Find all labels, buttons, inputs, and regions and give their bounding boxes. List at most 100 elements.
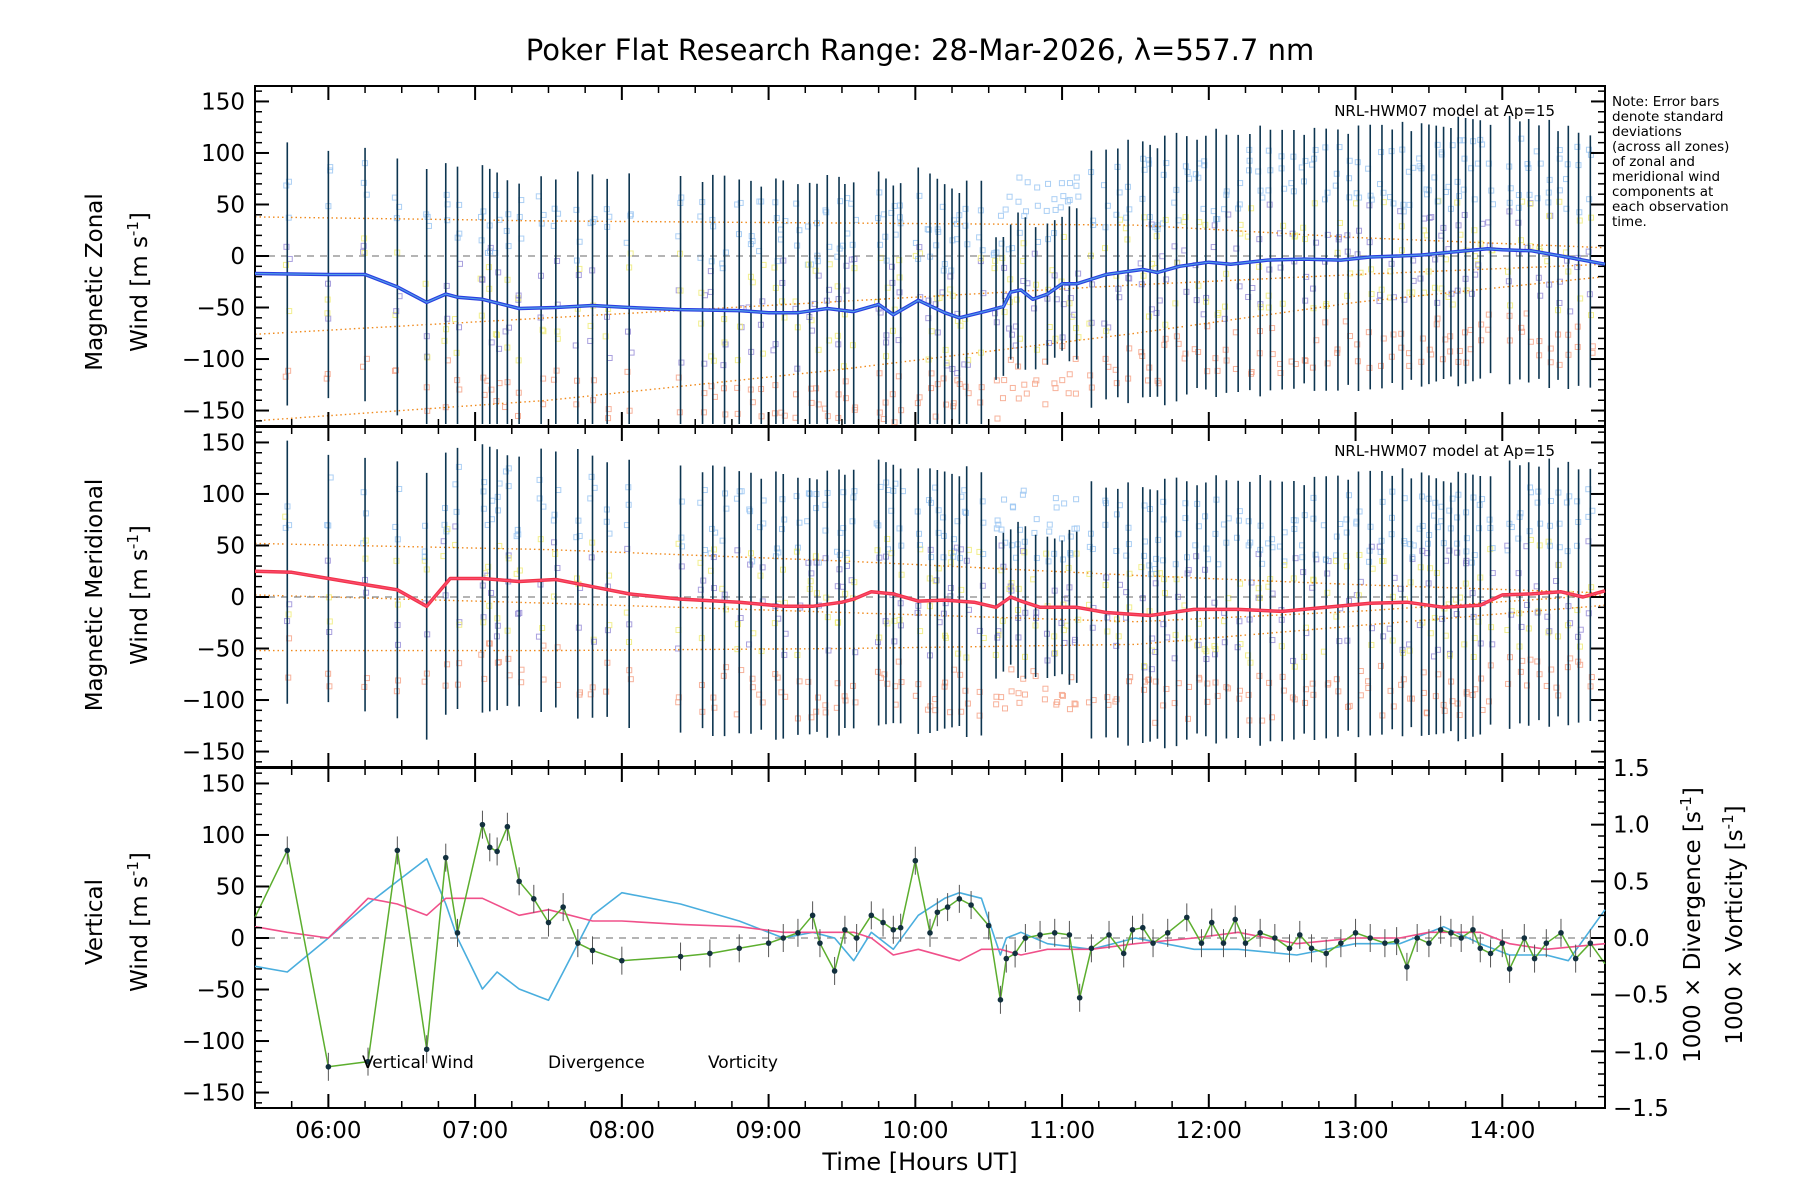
divergence-ylabel-exp: -1	[1677, 796, 1695, 811]
zone-sample-point	[1162, 335, 1169, 342]
zone-sample-point	[737, 615, 744, 622]
vertical-wind-point	[504, 823, 511, 830]
y-tick-label: 100	[201, 823, 245, 849]
zone-sample-point	[1126, 604, 1133, 611]
zone-sample-point	[1204, 323, 1211, 330]
zone-sample-point	[1152, 678, 1159, 685]
zone-sample-point	[1126, 206, 1133, 213]
zone-sample-point	[1486, 516, 1493, 523]
zone-sample-point	[1322, 144, 1329, 151]
vertical-wind-point	[927, 930, 933, 936]
y-tick-label: 50	[216, 874, 245, 900]
zone-sample-point	[979, 498, 986, 505]
zone-sample-point	[759, 699, 766, 706]
zone-sample-point	[1526, 528, 1533, 535]
zone-sample-point	[881, 671, 888, 678]
vertical-wind-point	[575, 940, 581, 946]
zone-sample-point	[1527, 200, 1534, 207]
zone-sample-point	[955, 650, 962, 657]
zone-sample-point	[1126, 275, 1133, 282]
zone-sample-point	[360, 242, 367, 249]
zone-sample-point	[1104, 614, 1111, 621]
zone-sample-point	[1397, 585, 1404, 592]
zone-sample-point	[627, 212, 634, 219]
zone-sample-point	[993, 701, 1000, 708]
zone-sample-point	[935, 529, 942, 536]
zone-sample-point	[991, 265, 998, 272]
zone-sample-point	[747, 508, 754, 515]
zone-sample-point	[453, 349, 460, 356]
zone-sample-point	[1468, 290, 1475, 297]
note-line: each observation	[1612, 199, 1729, 215]
zone-sample-point	[505, 555, 512, 562]
zone-sample-point	[1527, 484, 1534, 491]
zone-sample-point	[1236, 618, 1243, 625]
meridional-ylabel-word: Wind	[127, 607, 153, 665]
zone-sample-point	[1344, 232, 1351, 239]
zone-sample-point	[779, 496, 786, 503]
vertical-wind-point	[1352, 930, 1359, 936]
zone-sample-point	[1256, 236, 1263, 243]
vertical-ylabel-line1: Vertical	[82, 879, 108, 965]
zone-sample-point	[392, 367, 399, 374]
vertical-wind-point	[1499, 940, 1506, 946]
zone-sample-point	[1172, 631, 1179, 638]
zone-sample-point	[603, 688, 610, 695]
vertical-wind-point	[1487, 950, 1494, 957]
zone-sample-point	[1163, 160, 1170, 167]
zone-sample-point	[1324, 681, 1331, 688]
zone-sample-point	[1515, 570, 1522, 577]
vertical-wind-point	[765, 940, 772, 946]
zone-sample-point	[1441, 707, 1448, 714]
zone-sample-point	[759, 564, 766, 571]
zone-sample-point	[1195, 641, 1202, 648]
model-label-zonal: NRL-HWM07 model at Ap=15	[1334, 102, 1555, 120]
zone-sample-point	[480, 374, 487, 381]
zone-sample-point	[896, 257, 903, 264]
vertical-wind-point	[1232, 916, 1239, 923]
zone-sample-point	[1172, 300, 1179, 307]
zone-sample-point	[796, 678, 803, 685]
zone-sample-point	[554, 258, 561, 265]
zone-sample-point	[1015, 395, 1022, 402]
zone-sample-point	[480, 619, 487, 626]
vertical-wind-point	[1088, 945, 1095, 952]
zone-sample-point	[1233, 534, 1240, 541]
zone-sample-point	[422, 280, 429, 287]
zone-sample-point	[1585, 248, 1592, 255]
zone-sample-point	[1346, 597, 1353, 604]
zone-sample-point	[840, 363, 847, 370]
zone-sample-point	[1002, 206, 1009, 213]
zone-sample-point	[976, 627, 983, 634]
zone-sample-point	[1324, 570, 1331, 577]
zone-sample-point	[1343, 529, 1350, 536]
y-tick-label: −50	[196, 637, 245, 663]
vorticity-ylabel-units: [s	[1722, 829, 1748, 850]
y-tick-label: −100	[182, 347, 245, 373]
zone-sample-point	[573, 401, 580, 408]
zone-sample-point	[1377, 362, 1384, 369]
zone-sample-point	[834, 283, 841, 290]
vertical-wind-point	[817, 940, 823, 946]
zone-sample-point	[1461, 641, 1468, 648]
zone-sample-point	[1434, 299, 1441, 306]
zone-sample-point	[1439, 615, 1446, 622]
vertical-wind-point	[780, 935, 787, 941]
note-line: denote standard	[1612, 109, 1723, 125]
zone-sample-point	[505, 243, 512, 250]
zone-sample-point	[1015, 690, 1022, 697]
x-tick-label: 12:00	[1176, 1118, 1242, 1144]
zone-sample-point	[1366, 558, 1373, 565]
zone-sample-point	[932, 413, 939, 420]
zone-sample-point	[1478, 337, 1485, 344]
meridional-ylabel-line1: Magnetic Meridional	[82, 479, 108, 712]
zone-sample-point	[1201, 162, 1208, 169]
vertical-wind-point	[842, 926, 848, 933]
zone-sample-point	[627, 211, 634, 218]
zone-sample-point	[925, 356, 932, 363]
zone-sample-point	[1346, 194, 1353, 201]
zone-sample-point	[1138, 349, 1145, 356]
zone-sample-point	[840, 489, 847, 496]
zone-sample-point	[1409, 289, 1416, 296]
zone-sample-point	[793, 548, 800, 555]
